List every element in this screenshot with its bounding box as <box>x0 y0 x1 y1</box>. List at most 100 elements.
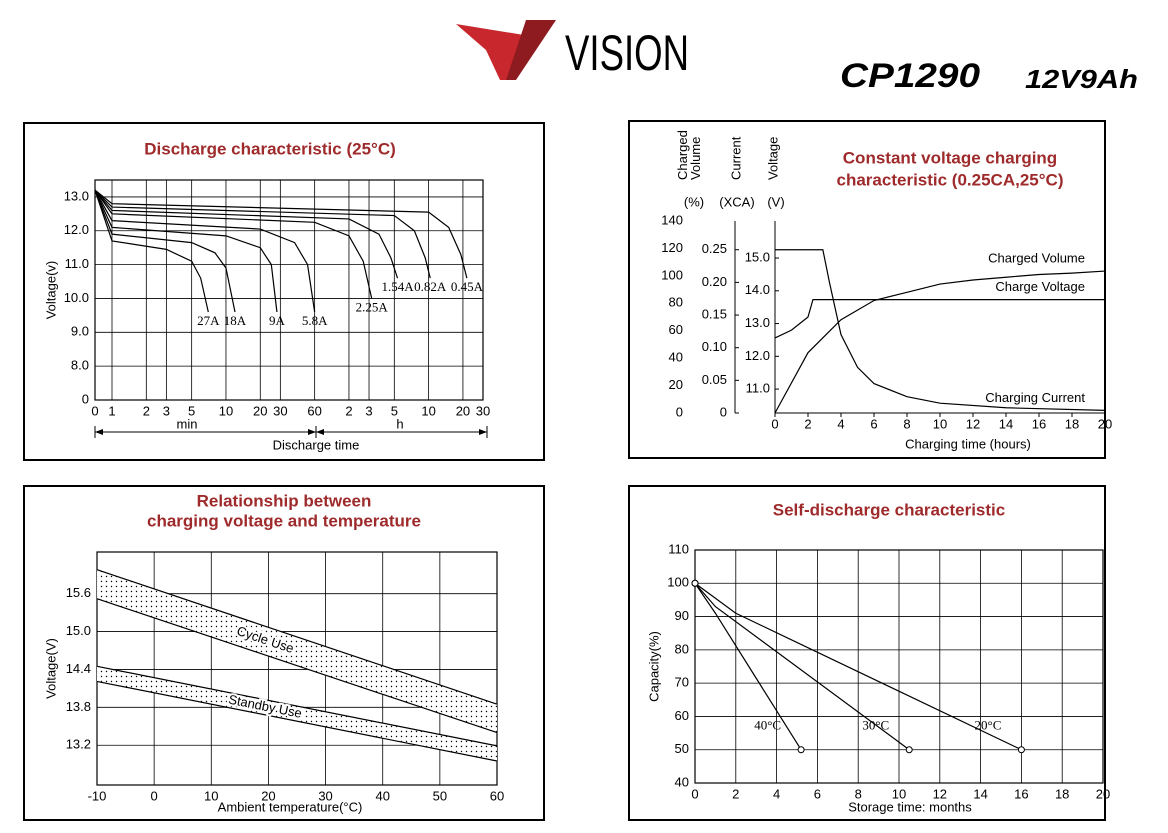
y-tick-label: 13.8 <box>66 699 91 714</box>
y-tick-label: 15.6 <box>66 585 91 600</box>
x-tick-label: 2 <box>804 416 811 431</box>
y-tick-label: 80 <box>669 295 683 310</box>
logo-mark <box>506 20 556 80</box>
y-tick-label: 0 <box>676 404 683 419</box>
y-tick-label: 0.25 <box>702 241 727 256</box>
y-tick-label: 13.0 <box>745 315 770 330</box>
axis-title: Charged <box>675 130 690 180</box>
x-tick-label: 10 <box>892 786 906 801</box>
series-label: 27A <box>197 313 220 328</box>
y-tick-label: 14.4 <box>66 661 91 676</box>
series-label: Charged Volume <box>988 250 1085 265</box>
series-line <box>774 270 1106 414</box>
series-line <box>694 582 802 751</box>
series-line <box>94 189 468 279</box>
chart-title: characteristic (0.25CA,25°C) <box>837 170 1064 189</box>
y-tick-label: 80 <box>675 641 689 656</box>
y-tick-label: 110 <box>668 541 689 556</box>
x-tick-label: 0 <box>691 786 698 801</box>
arrow-head <box>316 429 324 435</box>
series-label: 18A <box>224 313 247 328</box>
series-line <box>94 189 373 299</box>
panel <box>23 122 545 461</box>
x-tick-label: 16 <box>1032 416 1046 431</box>
y-tick-label: 12.0 <box>64 222 89 237</box>
x-tick-label: 14 <box>999 416 1013 431</box>
chart-title: Relationship between <box>197 491 372 510</box>
x-tick-label: 20 <box>253 403 267 418</box>
series-line <box>94 189 236 313</box>
x-tick-label: -10 <box>88 788 107 803</box>
y-tick-label: 13.0 <box>64 188 89 203</box>
x-tick-label: 4 <box>773 786 780 801</box>
y-tick-label: 13.2 <box>66 737 91 752</box>
y-tick-label: 60 <box>669 322 683 337</box>
series-label: 1.54A <box>381 279 414 294</box>
x-tick-label: 10 <box>933 416 947 431</box>
arrow-head <box>95 429 103 435</box>
chart-title: charging voltage and temperature <box>147 511 421 530</box>
band-edge <box>96 569 498 705</box>
logo-text: VISION <box>565 25 689 81</box>
y-tick-label: 0.10 <box>702 339 727 354</box>
plot-frame <box>694 549 1104 784</box>
x-tick-label: 20 <box>1096 786 1110 801</box>
y-tick-label: 9.0 <box>71 324 89 339</box>
logo: VISION <box>456 20 689 81</box>
x-tick-label: 20 <box>456 403 470 418</box>
x-tick-label: 5 <box>391 403 398 418</box>
band-area <box>97 666 497 762</box>
axis-title: Current <box>728 136 743 180</box>
y-tick-label: 50 <box>675 741 689 756</box>
x-tick-label: 18 <box>1055 786 1069 801</box>
panel <box>23 485 545 821</box>
point-marker <box>1017 746 1025 754</box>
y-tick-label: 100 <box>667 575 689 590</box>
time-axis-ruler: min h <box>94 416 488 438</box>
y-tick-label: 14.0 <box>745 282 770 297</box>
y-tick-label: 20 <box>669 377 683 392</box>
rating: 12V9Ah <box>1025 64 1138 94</box>
y-tick-label: 0.20 <box>702 274 727 289</box>
y-tick-label: 140 <box>661 212 683 227</box>
x-tick-label: 30 <box>273 403 287 418</box>
plot-frame <box>94 179 484 401</box>
y-tick-label: 120 <box>661 240 683 255</box>
y-tick-label: 11.0 <box>746 381 770 396</box>
x-tick-label: 16 <box>1014 786 1028 801</box>
x-tick-label: 20 <box>261 788 275 803</box>
y-axis-label: Voltage(v) <box>43 261 58 320</box>
series-line <box>94 189 209 313</box>
series-label: Charge Voltage <box>995 279 1085 294</box>
series-label: Charging Current <box>985 390 1085 405</box>
axis-unit: (%) <box>684 194 704 209</box>
x-tick-label: 3 <box>365 403 372 418</box>
x-axis-label: Storage time: months <box>848 799 972 814</box>
y-tick-label: 0.05 <box>702 372 727 387</box>
x-tick-label: 2 <box>143 403 150 418</box>
x-tick-label: 30 <box>318 788 332 803</box>
point-marker <box>797 746 805 754</box>
point-marker <box>691 579 699 587</box>
y-tick-label: 90 <box>675 608 689 623</box>
y-tick-label: 0 <box>82 391 89 406</box>
series-label: 30°C <box>862 718 889 733</box>
y-tick-label: 0.15 <box>702 306 727 321</box>
y-tick-label: 0 <box>720 404 727 419</box>
x-tick-label: 12 <box>933 786 947 801</box>
y-tick-label: 70 <box>675 675 689 690</box>
x-tick-label: 60 <box>307 403 321 418</box>
x-tick-label: 0 <box>91 403 98 418</box>
series-label: 0.82A <box>414 279 447 294</box>
series-line <box>94 189 278 313</box>
series-label: Standby Use <box>227 692 303 721</box>
series-label: 0.45A <box>451 279 484 294</box>
y-tick-label: 15.0 <box>745 249 770 264</box>
series-label: 40°C <box>754 718 781 733</box>
x-tick-label: 10 <box>219 403 233 418</box>
y-tick-label: 60 <box>675 708 689 723</box>
unit-label: min <box>177 416 198 431</box>
point-marker <box>905 746 913 754</box>
model: CP1290 <box>840 57 980 95</box>
